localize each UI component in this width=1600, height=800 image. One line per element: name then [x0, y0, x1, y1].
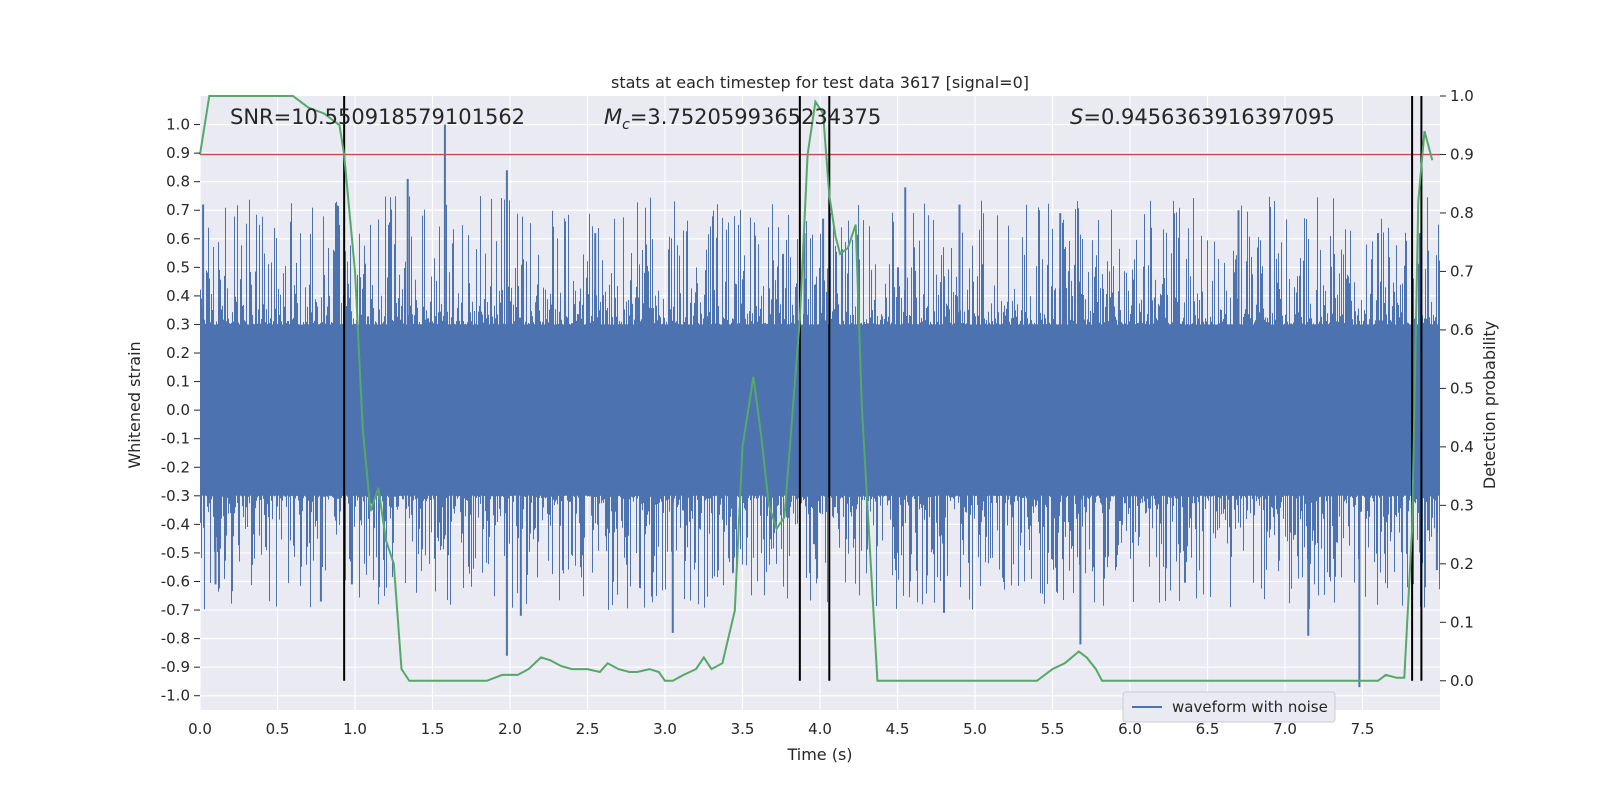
annotation-mc-value: =3.7520599365234375: [630, 105, 881, 129]
y2-tick-label: 1.0: [1450, 87, 1474, 105]
x-tick-label: 5.0: [963, 720, 987, 738]
annotation-s-symbol: S: [1070, 105, 1083, 129]
x-axis-label: Time (s): [786, 745, 852, 764]
y-tick-label: 0.4: [166, 287, 190, 305]
y-tick-label: -1.0: [161, 687, 190, 705]
y-tick-label: 1.0: [166, 116, 190, 134]
waveform-samples: [200, 196, 1440, 610]
axes: 0.0 0.5 1.0 1.5 2.0 2.5 3.0 3.5 4.0 4.5 5.0 5.5 6.0 6…: [161, 87, 1474, 738]
x-tick-label: 7.5: [1351, 720, 1375, 738]
x-tick-label: 0.5: [266, 720, 290, 738]
y2-tick-label: 0.7: [1450, 262, 1474, 280]
y2-tick-label: 0.4: [1450, 438, 1474, 456]
probability-line: [199, 95, 1434, 682]
x-tick-label: 6.5: [1196, 720, 1220, 738]
y-tick-label: 0.7: [166, 201, 190, 219]
annotation-mc-symbol: M: [604, 105, 622, 129]
y2-tick-label: 0.8: [1450, 204, 1474, 222]
y-tick-label: 0.1: [166, 373, 190, 391]
y-tick-label: 0.6: [166, 230, 190, 248]
y2-tick-label: 0.3: [1450, 496, 1474, 514]
y-tick-label: 0.0: [166, 401, 190, 419]
x-tick-label: 6.0: [1118, 720, 1142, 738]
x-tick-label: 3.0: [653, 720, 677, 738]
legend: waveform with noise: [1122, 691, 1336, 723]
y-tick-label: -0.6: [161, 572, 190, 590]
x-tick-label: 2.0: [498, 720, 522, 738]
waveform-series: [200, 124, 1440, 688]
annotation-mc: Mc=3.7520599365234375: [604, 105, 881, 133]
chart-title: stats at each timestep for test data 361…: [611, 73, 1029, 92]
y-tick-label: -0.5: [161, 544, 190, 562]
y-tick-label: -0.4: [161, 515, 190, 533]
y2-axis-label: Detection probability: [1480, 321, 1499, 489]
y-tick-label: -0.1: [161, 430, 190, 448]
y-tick-label: 0.9: [166, 144, 190, 162]
x-tick-label: 4.5: [886, 720, 910, 738]
y2-tick-label: 0.2: [1450, 555, 1474, 573]
y-tick-label: 0.3: [166, 315, 190, 333]
x-tick-label: 1.5: [421, 720, 445, 738]
annotation-snr: SNR=10.550918579101562: [230, 105, 525, 129]
x-tick-label: 3.5: [731, 720, 755, 738]
annotation-s: S=0.9456363916397095: [1070, 105, 1335, 129]
y-tick-label: 0.2: [166, 344, 190, 362]
y-tick-label: 0.5: [166, 258, 190, 276]
y2-tick-label: 0.6: [1450, 321, 1474, 339]
y-tick-label: -0.9: [161, 658, 190, 676]
x-tick-label: 7.0: [1273, 720, 1297, 738]
x-tick-label: 1.0: [343, 720, 367, 738]
legend-label: waveform with noise: [1172, 698, 1328, 716]
annotation-s-value: =0.9456363916397095: [1083, 105, 1334, 129]
overlay-lines: [199, 95, 1440, 682]
y-tick-label: 0.8: [166, 173, 190, 191]
y-axis-label: Whitened strain: [125, 341, 144, 468]
x-tick-label: 4.0: [808, 720, 832, 738]
x-tick-label: 2.5: [576, 720, 600, 738]
y-tick-label: -0.3: [161, 487, 190, 505]
y-tick-label: -0.8: [161, 630, 190, 648]
y2-tick-label: 0.1: [1450, 613, 1474, 631]
y2-tick-label: 0.0: [1450, 672, 1474, 690]
y2-tick-label: 0.5: [1450, 379, 1474, 397]
y2-tick-label: 0.9: [1450, 145, 1474, 163]
legend-box: [1122, 691, 1336, 723]
y-tick-label: -0.2: [161, 458, 190, 476]
annotation-mc-sub: c: [622, 117, 630, 133]
x-tick-label: 5.5: [1041, 720, 1065, 738]
x-tick-label: 0.0: [188, 720, 212, 738]
y-tick-label: -0.7: [161, 601, 190, 619]
